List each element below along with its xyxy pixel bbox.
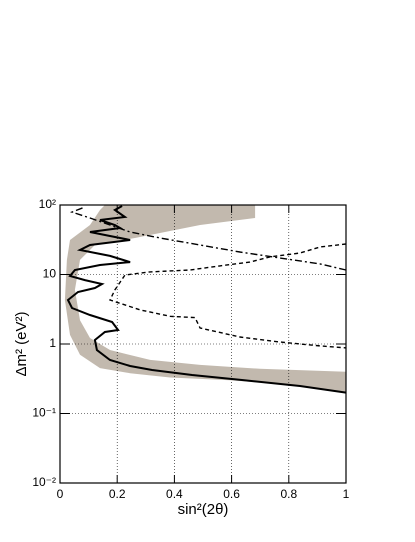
y-tick-label: 1 [49,336,56,350]
y-tick-label: 10² [39,197,56,211]
plot-frame [59,204,347,484]
x-tick-label: 0.2 [109,487,126,501]
curve [66,205,347,394]
y-tick-label: 10⁻² [32,475,56,489]
x-tick-label: 1 [343,487,350,501]
x-tick-label: 0.4 [166,487,183,501]
y-axis-label: Δm² (eV²) [13,311,30,376]
x-tick-label: 0.6 [223,487,240,501]
curve [109,243,347,349]
x-tick-label: 0.8 [280,487,297,501]
x-tick-label: 0 [57,487,64,501]
shaded-region [64,205,347,393]
y-tick-label: 10 [43,267,57,281]
y-tick-label: 10⁻¹ [32,406,56,420]
x-axis-label: sin²(2θ) [178,501,229,518]
